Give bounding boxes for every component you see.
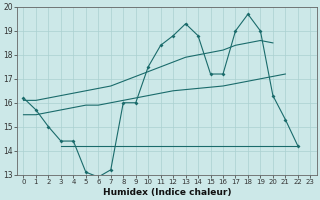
X-axis label: Humidex (Indice chaleur): Humidex (Indice chaleur) [103, 188, 231, 197]
